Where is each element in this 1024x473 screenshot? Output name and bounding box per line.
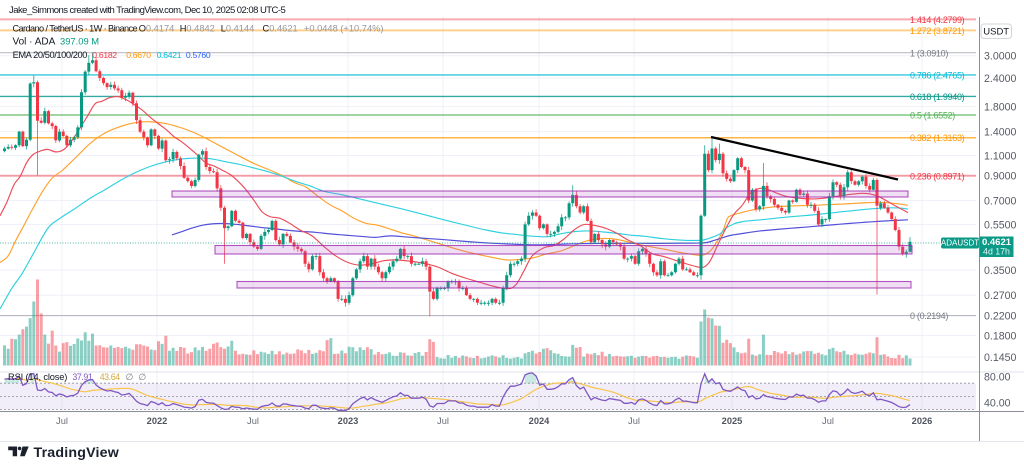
svg-text:USDT: USDT bbox=[983, 27, 1009, 38]
svg-text:40.00: 40.00 bbox=[984, 398, 1011, 410]
svg-text:TradingView: TradingView bbox=[34, 445, 120, 461]
svg-text:0.5500: 0.5500 bbox=[984, 219, 1017, 231]
svg-text:ADAUSDT: ADAUSDT bbox=[941, 238, 979, 247]
svg-text:2023: 2023 bbox=[338, 416, 359, 426]
svg-text:0.3500: 0.3500 bbox=[984, 265, 1017, 277]
svg-text:Jul: Jul bbox=[628, 416, 640, 426]
svg-text:Jul: Jul bbox=[247, 416, 259, 426]
svg-text:0.2200: 0.2200 bbox=[984, 310, 1017, 322]
svg-text:0.786 (2.4765): 0.786 (2.4765) bbox=[910, 70, 965, 80]
svg-text:0.5 (1.6552): 0.5 (1.6552) bbox=[910, 111, 955, 121]
svg-text:2.4000: 2.4000 bbox=[984, 73, 1017, 85]
svg-text:0.4621: 0.4621 bbox=[982, 237, 1012, 248]
svg-text:0.1800: 0.1800 bbox=[984, 330, 1017, 342]
svg-text:1.4000: 1.4000 bbox=[984, 126, 1017, 138]
svg-text:1.8000: 1.8000 bbox=[984, 101, 1017, 113]
svg-text:80.00: 80.00 bbox=[984, 372, 1011, 384]
svg-text:2025: 2025 bbox=[722, 416, 743, 426]
svg-text:4d 17h: 4d 17h bbox=[983, 246, 1010, 256]
svg-text:0.9000: 0.9000 bbox=[984, 170, 1017, 182]
svg-text:2022: 2022 bbox=[147, 416, 168, 426]
svg-text:0.382 (1.3163): 0.382 (1.3163) bbox=[910, 133, 965, 143]
svg-text:0.7000: 0.7000 bbox=[984, 195, 1017, 207]
svg-text:0 (0.2194): 0 (0.2194) bbox=[910, 311, 948, 321]
svg-text:3.0000: 3.0000 bbox=[984, 51, 1017, 63]
svg-text:1.414 (4.2799): 1.414 (4.2799) bbox=[910, 15, 965, 25]
svg-text:1 (3.0910): 1 (3.0910) bbox=[910, 48, 948, 58]
svg-text:Jul: Jul bbox=[437, 416, 449, 426]
svg-text:0.2700: 0.2700 bbox=[984, 290, 1017, 302]
svg-text:0.236 (0.8971): 0.236 (0.8971) bbox=[910, 171, 965, 181]
svg-text:Jul: Jul bbox=[56, 416, 68, 426]
svg-text:Cardano / TetherUS · 1W · Bina: Cardano / TetherUS · 1W · Binance O0.4174… bbox=[13, 24, 384, 34]
svg-text:1.1000: 1.1000 bbox=[984, 150, 1017, 162]
svg-text:2026: 2026 bbox=[912, 416, 933, 426]
svg-text:Jul: Jul bbox=[822, 416, 834, 426]
svg-text:Jake_Simmons created with Trad: Jake_Simmons created with TradingView.co… bbox=[9, 5, 286, 16]
svg-text:0.1450: 0.1450 bbox=[984, 352, 1017, 364]
svg-text:2024: 2024 bbox=[529, 416, 551, 426]
svg-text:0.618 (1.9940): 0.618 (1.9940) bbox=[910, 92, 965, 102]
svg-text:1.272 (3.8721): 1.272 (3.8721) bbox=[910, 26, 965, 36]
